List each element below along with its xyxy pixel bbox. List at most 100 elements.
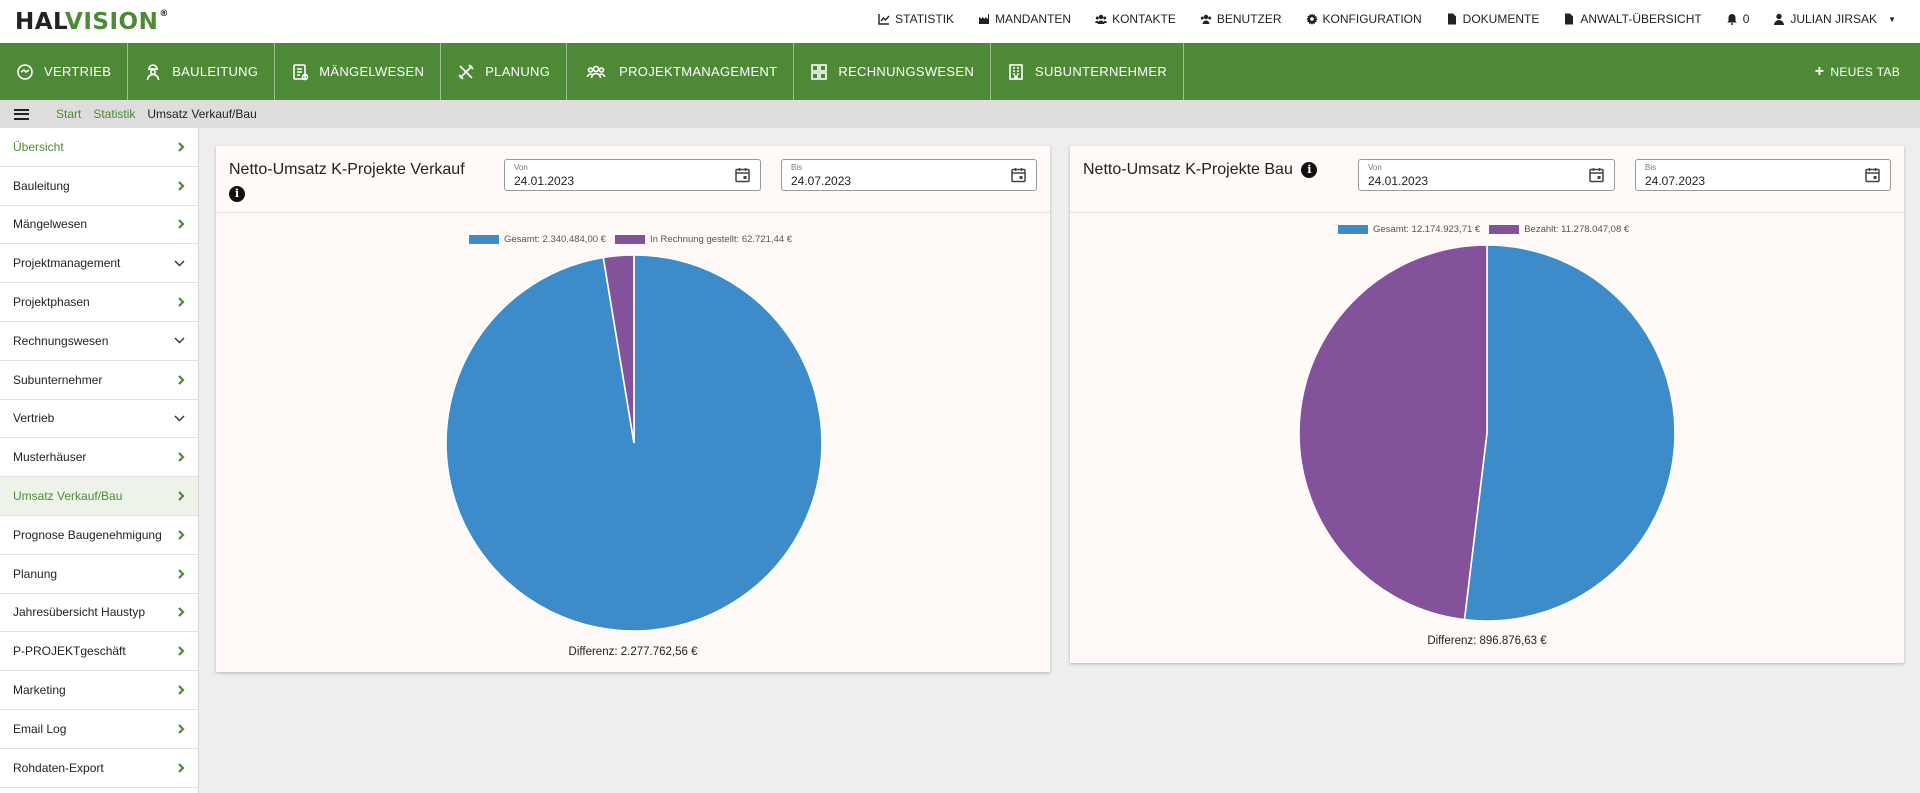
sidebar-item-rechnungswesen[interactable]: Rechnungswesen	[0, 322, 198, 361]
sidebar-item-marketing[interactable]: Marketing	[0, 671, 198, 710]
chevron-right-icon	[178, 568, 185, 579]
sidebar-item-umsatz-verkauf-bau[interactable]: Umsatz Verkauf/Bau	[0, 477, 198, 516]
main-navigation: VERTRIEB BAULEITUNG MÄNGELWESEN PLANUNG …	[0, 43, 1920, 100]
bell-icon	[1726, 14, 1737, 25]
date-field-bis[interactable]: Bis 24.07.2023	[781, 159, 1037, 191]
breadcrumb-start[interactable]: Start	[56, 107, 82, 121]
topnav-dokumente[interactable]: DOKUMENTE	[1446, 12, 1539, 26]
top-bar: HALVISION® STATISTIK MANDANTEN KONTAKTE …	[0, 0, 1920, 43]
new-tab-button[interactable]: + NEUES TAB	[1815, 43, 1900, 100]
topnav-konfiguration[interactable]: KONFIGURATION	[1306, 12, 1422, 26]
topnav-notifications[interactable]: 0	[1726, 12, 1749, 26]
legend-item-in-rechnung[interactable]: In Rechnung gestellt: 62.721,44 €	[614, 234, 792, 245]
top-navigation: STATISTIK MANDANTEN KONTAKTE BENUTZER KO…	[878, 0, 1896, 38]
mainnav-tab-label: SUBUNTERNEHMER	[1035, 64, 1168, 79]
legend-item-gesamt[interactable]: Gesamt: 2.340.484,00 €	[469, 234, 606, 245]
sidebar-item-prognose-baugenehmigung[interactable]: Prognose Baugenehmigung	[0, 516, 198, 555]
pie-slice-gesamt[interactable]	[1463, 244, 1676, 622]
info-icon[interactable]: i	[229, 185, 245, 202]
date-field-von[interactable]: Von 24.01.2023	[504, 159, 761, 191]
clipboard-icon	[293, 63, 309, 80]
info-icon[interactable]: i	[1301, 161, 1318, 178]
mainnav-tab-label: RECHNUNGSWESEN	[838, 64, 975, 79]
chevron-right-icon	[178, 180, 185, 191]
date-field-value: 24.07.2023	[1645, 174, 1706, 188]
legend-swatch	[1338, 225, 1368, 234]
date-field-value: 24.01.2023	[1368, 174, 1429, 188]
sidebar: Übersicht Bauleitung Mängelwesen Projektman…	[0, 128, 199, 793]
hamburger-menu-icon[interactable]	[14, 108, 29, 120]
mainnav-tab-projektmanagement[interactable]: PROJEKTMANAGEMENT	[567, 43, 795, 100]
factory-icon	[979, 14, 990, 24]
pie-slice-bezahlt[interactable]	[1298, 244, 1488, 621]
topnav-user-menu[interactable]: JULIAN JIRSAK ▼	[1773, 12, 1896, 26]
mainnav-tab-label: PROJEKTMANAGEMENT	[619, 64, 778, 79]
legend-swatch	[1489, 225, 1520, 234]
user-name: JULIAN JIRSAK	[1790, 12, 1878, 26]
sidebar-item-planung[interactable]: Planung	[0, 555, 198, 594]
sidebar-item-projektmanagement[interactable]: Projektmanagement	[0, 244, 198, 284]
building-icon	[1009, 63, 1023, 80]
sidebar-item-label: Subunternehmer	[13, 372, 103, 387]
sidebar-item-vertrieb[interactable]: Vertrieb	[0, 400, 198, 439]
topnav-anwalt-uebersicht[interactable]: ANWALT-ÜBERSICHT	[1563, 12, 1702, 26]
difference-text: Differenz: 2.277.762,56 €	[568, 646, 698, 658]
sidebar-item-bauleitung[interactable]: Bauleitung	[0, 167, 198, 206]
mainnav-tab-planung[interactable]: PLANUNG	[441, 43, 568, 100]
card-title: Netto-Umsatz K-Projekte Verkauf i	[229, 159, 489, 203]
calendar-icon[interactable]	[735, 167, 750, 183]
sidebar-item-jahresu-bersicht-haustyp[interactable]: Jahresübersicht Haustyp	[0, 594, 198, 633]
calendar-icon[interactable]	[1865, 167, 1880, 183]
topnav-anwalt-label: ANWALT-ÜBERSICHT	[1580, 12, 1702, 26]
mainnav-tab-subunternehmer[interactable]: SUBUNTERNEHMER	[991, 43, 1185, 100]
topnav-benutzer[interactable]: BENUTZER	[1200, 12, 1282, 26]
halvision-logo[interactable]: HALVISION®	[15, 9, 169, 35]
date-field-value: 24.01.2023	[514, 174, 575, 188]
document-icon	[1447, 13, 1456, 25]
chevron-right-icon	[178, 219, 185, 230]
sidebar-item-u-bersicht[interactable]: Übersicht	[0, 128, 198, 167]
chevron-down-icon	[174, 415, 185, 422]
topnav-mandanten[interactable]: MANDANTEN	[978, 12, 1071, 26]
sidebar-item-label: Vertrieb	[13, 411, 55, 426]
legend-item-gesamt[interactable]: Gesamt: 12.174.923,71 €	[1338, 224, 1480, 235]
handshake-icon	[17, 63, 33, 80]
topnav-statistik[interactable]: STATISTIK	[878, 12, 954, 26]
card-title-text: Netto-Umsatz K-Projekte Bau	[1083, 161, 1293, 178]
sidebar-item-projektphasen[interactable]: Projektphasen	[0, 283, 198, 322]
calendar-icon[interactable]	[1589, 167, 1604, 183]
sidebar-item-musterha-user[interactable]: Musterhäuser	[0, 438, 198, 478]
users-icon	[1095, 14, 1108, 24]
legend-label: Bezahlt: 11.278.047,08 €	[1524, 224, 1630, 235]
mainnav-tab-vertrieb[interactable]: VERTRIEB	[0, 43, 129, 100]
sidebar-item-rohdaten-export[interactable]: Rohdaten-Export	[0, 749, 198, 788]
mainnav-tab-bauleitung[interactable]: BAULEITUNG	[128, 43, 276, 100]
date-field-bis[interactable]: Bis 24.07.2023	[1635, 159, 1891, 191]
legend-item-bezahlt[interactable]: Bezahlt: 11.278.047,08 €	[1489, 224, 1629, 235]
topnav-konfiguration-label: KONFIGURATION	[1322, 12, 1422, 26]
pie-chart-bau	[1298, 244, 1676, 622]
sidebar-item-p-projektgescha-ft[interactable]: P-PROJEKTgeschäft	[0, 632, 198, 672]
sidebar-item-label: Projektmanagement	[13, 256, 121, 271]
chart-card-verkauf: Netto-Umsatz K-Projekte Verkauf i Von 24…	[216, 146, 1050, 672]
mainnav-tab-maengelwesen[interactable]: MÄNGELWESEN	[275, 43, 442, 100]
topnav-kontakte[interactable]: KONTAKTE	[1095, 12, 1176, 26]
calendar-icon[interactable]	[1011, 167, 1026, 183]
logo-text-vision: VISION	[65, 9, 159, 35]
sidebar-item-ma-ngelwesen[interactable]: Mängelwesen	[0, 206, 198, 245]
topnav-mandanten-label: MANDANTEN	[995, 12, 1072, 26]
date-field-von[interactable]: Von 24.01.2023	[1358, 159, 1615, 191]
pie-slice-in-rechnung-gestellt[interactable]	[602, 254, 635, 444]
difference-text: Differenz: 896.876,63 €	[1427, 635, 1547, 647]
new-tab-label: NEUES TAB	[1830, 64, 1900, 79]
breadcrumb-statistik[interactable]: Statistik	[93, 107, 136, 121]
sidebar-item-email-log[interactable]: Email Log	[0, 710, 198, 749]
user-group-icon	[1200, 14, 1212, 24]
plus-icon: +	[1814, 62, 1825, 80]
card-title-text: Netto-Umsatz K-Projekte Verkauf	[229, 161, 465, 178]
sidebar-item-subunternehmer[interactable]: Subunternehmer	[0, 361, 198, 400]
sidebar-item-label: Prognose Baugenehmigung	[13, 527, 162, 542]
card-header: Netto-Umsatz K-Projekte Bau i Von 24.01.…	[1070, 146, 1904, 213]
chevron-down-icon	[174, 337, 185, 344]
mainnav-tab-rechnungswesen[interactable]: RECHNUNGSWESEN	[794, 43, 992, 100]
